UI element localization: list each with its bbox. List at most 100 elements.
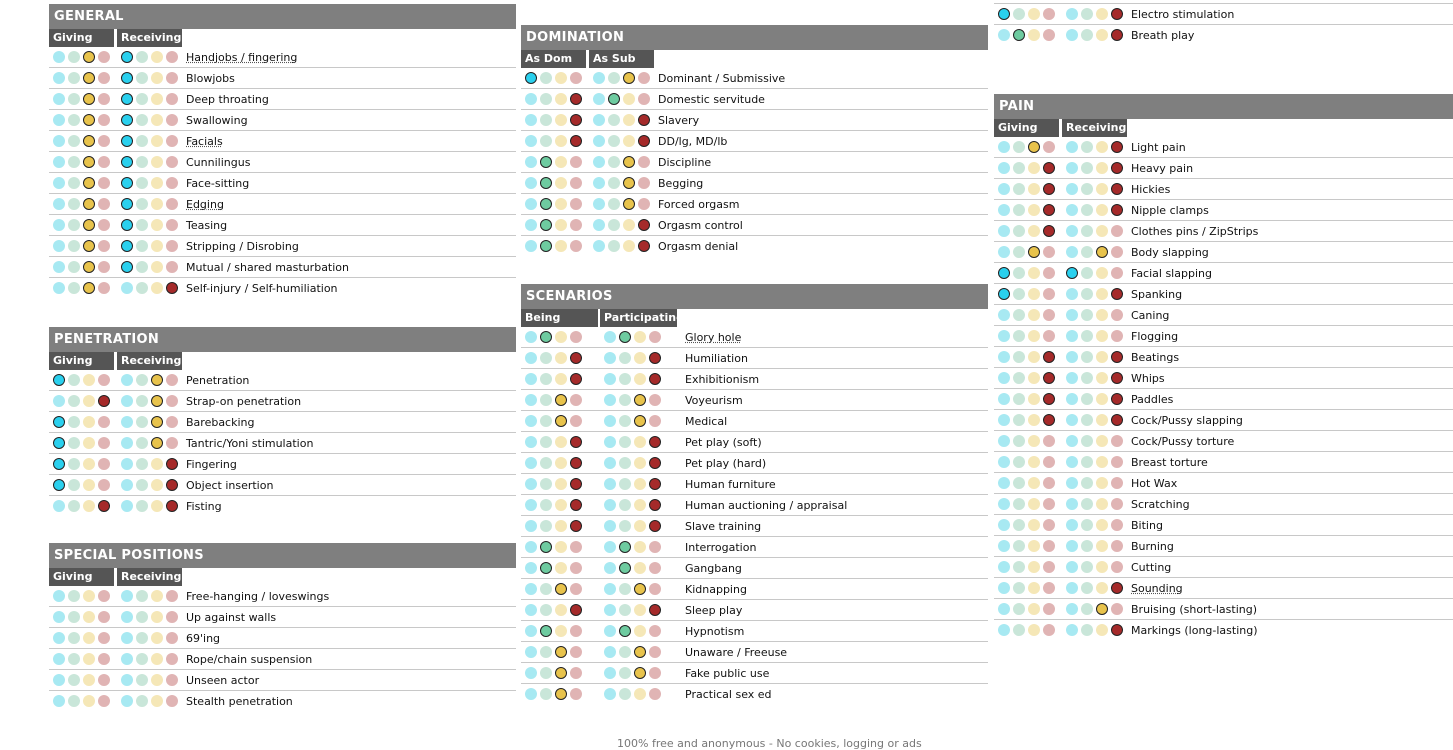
- rating-dot[interactable]: [540, 457, 552, 469]
- rating-dot[interactable]: [608, 135, 620, 147]
- rating-dot[interactable]: [623, 114, 635, 126]
- rating-dot[interactable]: [1111, 351, 1123, 363]
- rating-dot[interactable]: [604, 520, 616, 532]
- rating-dot[interactable]: [1013, 393, 1025, 405]
- rating-dot[interactable]: [151, 240, 163, 252]
- rating-dot[interactable]: [555, 646, 567, 658]
- rating-dot[interactable]: [83, 282, 95, 294]
- rating-dot[interactable]: [998, 267, 1010, 279]
- rating-dot[interactable]: [638, 72, 650, 84]
- rating-dot[interactable]: [1028, 561, 1040, 573]
- rating-dot[interactable]: [1111, 8, 1123, 20]
- rating-dot[interactable]: [1111, 561, 1123, 573]
- rating-dot[interactable]: [121, 437, 133, 449]
- rating-dot[interactable]: [1111, 540, 1123, 552]
- rating-dot[interactable]: [525, 436, 537, 448]
- rating-dot[interactable]: [68, 114, 80, 126]
- rating-dot[interactable]: [525, 394, 537, 406]
- rating-dot[interactable]: [570, 93, 582, 105]
- rating-dot[interactable]: [1013, 603, 1025, 615]
- rating-dot[interactable]: [83, 156, 95, 168]
- rating-dot[interactable]: [1013, 225, 1025, 237]
- rating-dot[interactable]: [525, 135, 537, 147]
- rating-dot[interactable]: [53, 500, 65, 512]
- rating-dot[interactable]: [1066, 330, 1078, 342]
- rating-dot[interactable]: [1111, 603, 1123, 615]
- rating-dot[interactable]: [166, 219, 178, 231]
- rating-dot[interactable]: [1111, 624, 1123, 636]
- rating-dot[interactable]: [98, 458, 110, 470]
- rating-dot[interactable]: [525, 352, 537, 364]
- rating-dot[interactable]: [555, 156, 567, 168]
- rating-dot[interactable]: [1096, 183, 1108, 195]
- rating-dot[interactable]: [1096, 141, 1108, 153]
- rating-dot[interactable]: [121, 198, 133, 210]
- rating-dot[interactable]: [166, 374, 178, 386]
- rating-dot[interactable]: [570, 646, 582, 658]
- rating-dot[interactable]: [83, 374, 95, 386]
- rating-dot[interactable]: [1096, 288, 1108, 300]
- rating-dot[interactable]: [525, 240, 537, 252]
- rating-dot[interactable]: [1081, 267, 1093, 279]
- rating-dot[interactable]: [68, 674, 80, 686]
- rating-dot[interactable]: [623, 72, 635, 84]
- rating-dot[interactable]: [53, 590, 65, 602]
- rating-dot[interactable]: [608, 114, 620, 126]
- rating-dot[interactable]: [151, 674, 163, 686]
- rating-dot[interactable]: [1013, 519, 1025, 531]
- rating-dot[interactable]: [570, 667, 582, 679]
- rating-dot[interactable]: [540, 72, 552, 84]
- rating-dot[interactable]: [634, 436, 646, 448]
- rating-dot[interactable]: [998, 519, 1010, 531]
- rating-dot[interactable]: [166, 240, 178, 252]
- rating-dot[interactable]: [1111, 288, 1123, 300]
- rating-dot[interactable]: [1066, 246, 1078, 258]
- rating-dot[interactable]: [555, 114, 567, 126]
- rating-dot[interactable]: [53, 51, 65, 63]
- rating-dot[interactable]: [555, 240, 567, 252]
- rating-dot[interactable]: [1028, 603, 1040, 615]
- rating-dot[interactable]: [998, 498, 1010, 510]
- rating-dot[interactable]: [121, 395, 133, 407]
- rating-dot[interactable]: [151, 695, 163, 707]
- rating-dot[interactable]: [638, 198, 650, 210]
- rating-dot[interactable]: [121, 695, 133, 707]
- rating-dot[interactable]: [1111, 183, 1123, 195]
- rating-dot[interactable]: [151, 479, 163, 491]
- rating-dot[interactable]: [998, 29, 1010, 41]
- rating-dot[interactable]: [53, 177, 65, 189]
- rating-dot[interactable]: [634, 520, 646, 532]
- rating-dot[interactable]: [83, 114, 95, 126]
- rating-dot[interactable]: [540, 219, 552, 231]
- rating-dot[interactable]: [593, 114, 605, 126]
- rating-dot[interactable]: [1066, 540, 1078, 552]
- rating-dot[interactable]: [570, 135, 582, 147]
- rating-dot[interactable]: [1066, 603, 1078, 615]
- rating-dot[interactable]: [570, 478, 582, 490]
- rating-dot[interactable]: [136, 72, 148, 84]
- rating-dot[interactable]: [634, 415, 646, 427]
- rating-dot[interactable]: [555, 583, 567, 595]
- rating-dot[interactable]: [83, 93, 95, 105]
- rating-dot[interactable]: [619, 562, 631, 574]
- rating-dot[interactable]: [998, 582, 1010, 594]
- rating-dot[interactable]: [604, 436, 616, 448]
- rating-dot[interactable]: [151, 437, 163, 449]
- rating-dot[interactable]: [166, 198, 178, 210]
- rating-dot[interactable]: [68, 93, 80, 105]
- rating-dot[interactable]: [98, 479, 110, 491]
- rating-dot[interactable]: [98, 674, 110, 686]
- rating-dot[interactable]: [604, 373, 616, 385]
- rating-dot[interactable]: [998, 477, 1010, 489]
- rating-dot[interactable]: [53, 611, 65, 623]
- rating-dot[interactable]: [623, 93, 635, 105]
- rating-dot[interactable]: [1111, 582, 1123, 594]
- rating-dot[interactable]: [1096, 456, 1108, 468]
- rating-dot[interactable]: [1096, 582, 1108, 594]
- rating-dot[interactable]: [1096, 267, 1108, 279]
- rating-dot[interactable]: [1066, 393, 1078, 405]
- rating-dot[interactable]: [593, 198, 605, 210]
- rating-dot[interactable]: [540, 562, 552, 574]
- rating-dot[interactable]: [1096, 246, 1108, 258]
- rating-dot[interactable]: [1111, 435, 1123, 447]
